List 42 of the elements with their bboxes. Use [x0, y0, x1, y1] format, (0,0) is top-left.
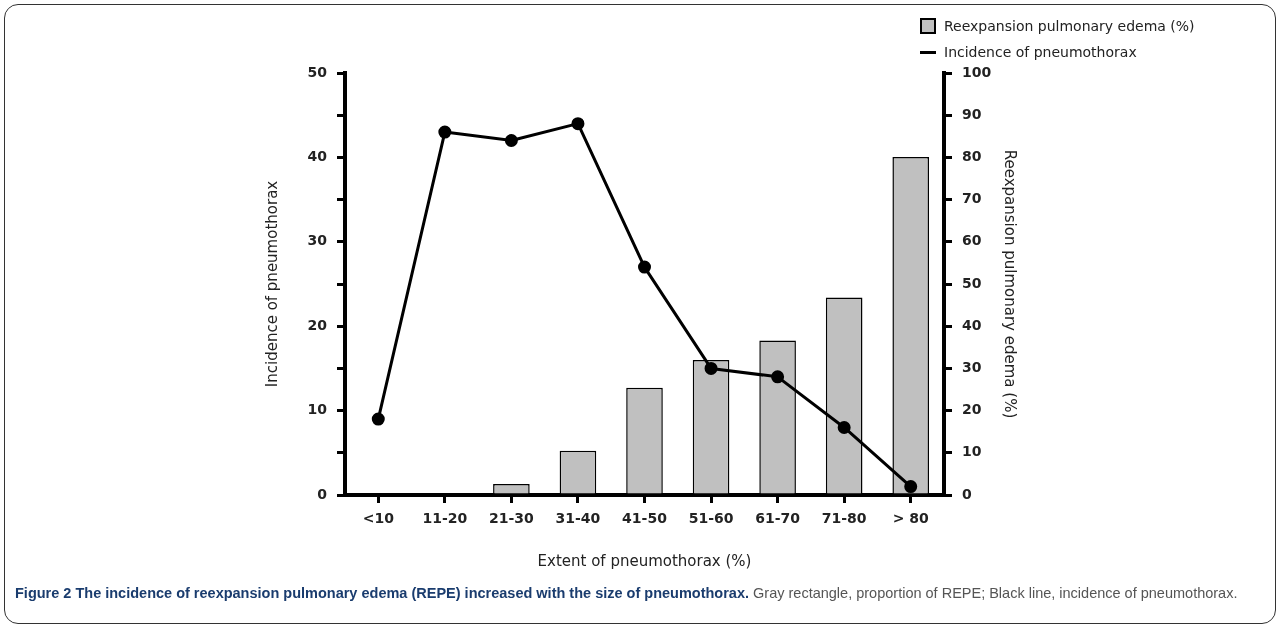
y2-axis-title: Reexpansion pulmonary edema (%) — [1001, 149, 1020, 419]
x-tick-label: 31-40 — [555, 510, 601, 527]
x-tick-label: <10 — [362, 510, 395, 527]
x-tick-label: > 80 — [892, 510, 930, 527]
text: Gray rectangle, proportion of REPE; Black line, incidence of pneumothorax. — [752, 585, 1238, 601]
point — [504, 134, 518, 148]
x-tick-label: 61-70 — [755, 510, 801, 527]
y-tick-label: 40 — [307, 148, 328, 165]
x-tick-label: 41-50 — [622, 510, 668, 527]
point — [571, 117, 585, 131]
point — [638, 260, 651, 274]
point — [704, 361, 718, 375]
y2-tick-label: 50 — [962, 274, 982, 291]
legend-label: Incidence of pneumothorax — [944, 44, 1137, 60]
point — [771, 370, 785, 384]
y2-tick-label: 80 — [962, 148, 982, 165]
x-tick-label: 11-20 — [422, 510, 468, 527]
y-tick-label: 50 — [307, 63, 328, 80]
y2-tick-label: 10 — [962, 443, 982, 460]
point — [904, 480, 918, 494]
text: Figure 2 The incidence of reexpansion pulmonary edema (REPE) increased with the size of pneumothorax. — [15, 585, 750, 601]
legend-label: Reexpansion pulmonary edema (%) — [944, 18, 1195, 34]
x-axis-title: Extent of pneumothorax (%) — [537, 551, 752, 570]
y-tick-label: 20 — [307, 316, 328, 333]
y2-tick-label: 30 — [962, 359, 982, 376]
x-tick-label: 51-60 — [688, 510, 734, 527]
y2-tick-label: 0 — [962, 485, 972, 502]
x-tick-label: 71-80 — [821, 510, 867, 527]
y2-tick-label: 100 — [962, 63, 992, 80]
point — [837, 420, 851, 434]
x-tick-label: 21-30 — [489, 510, 535, 527]
y2-tick-label: 40 — [962, 316, 982, 333]
y2-tick-label: 70 — [962, 190, 982, 207]
y2-tick-label: 20 — [962, 401, 982, 418]
y-tick-label: 30 — [307, 232, 328, 249]
y2-tick-label: 90 — [962, 105, 982, 122]
point — [438, 125, 452, 139]
y-axis-title: Incidence of pneumothorax — [262, 180, 281, 388]
y-tick-label: 10 — [307, 401, 328, 418]
y-tick-label: 0 — [317, 485, 328, 502]
point — [371, 412, 385, 426]
y2-tick-label: 60 — [962, 232, 982, 249]
